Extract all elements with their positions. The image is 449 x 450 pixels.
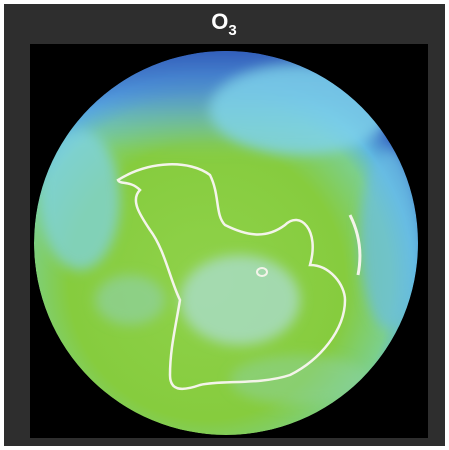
title: O3 <box>211 9 236 39</box>
contour <box>348 214 362 276</box>
title-base: O <box>211 9 228 34</box>
contour <box>116 163 347 391</box>
contour <box>256 267 268 277</box>
title-subscript: 3 <box>228 22 236 39</box>
